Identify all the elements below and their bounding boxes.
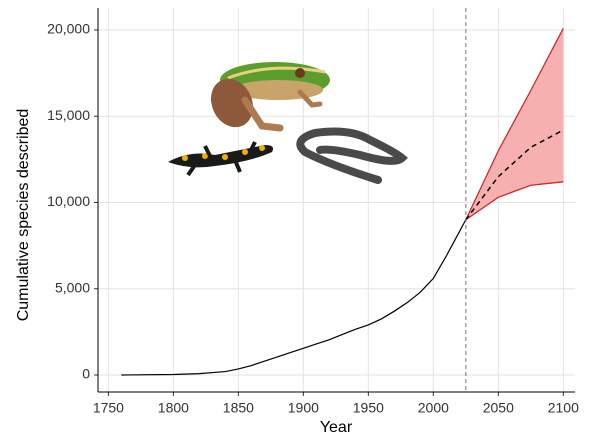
y-tick-label: 15,000 (47, 107, 90, 123)
x-tick-label: 1950 (353, 400, 384, 416)
x-tick-label: 2100 (548, 400, 579, 416)
y-tick-label: 5,000 (55, 279, 90, 295)
frog-illustration (203, 62, 330, 134)
x-tick-label: 1850 (223, 400, 254, 416)
y-tick-label: 20,000 (47, 21, 90, 37)
x-tick-label: 2000 (418, 400, 449, 416)
x-axis-label: Year (320, 419, 353, 436)
y-axis-label: Cumulative species described (15, 109, 32, 322)
caecilian-illustration (300, 132, 402, 180)
x-tick-label: 1750 (93, 400, 124, 416)
salamander-illustration (168, 142, 273, 175)
y-tick-label: 0 (82, 366, 90, 382)
x-tick-label: 1800 (158, 400, 189, 416)
x-tick-label: 2050 (483, 400, 514, 416)
y-tick-label: 10,000 (47, 193, 90, 209)
x-tick-label: 1900 (288, 400, 319, 416)
chart: Cumulative species described Year 0 5,000… (0, 0, 589, 438)
